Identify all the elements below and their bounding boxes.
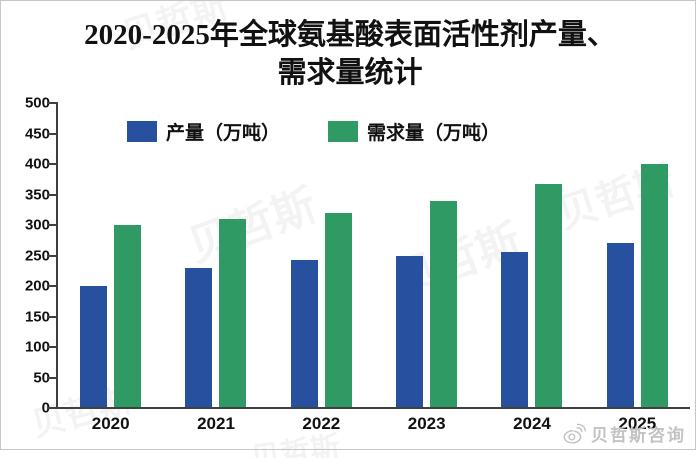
production-bar-2022 [290, 260, 318, 408]
y-tick-mark-350 [47, 193, 58, 196]
y-tick-mark-300 [47, 224, 58, 226]
demand-bar-2022 [324, 212, 352, 408]
legend-item-production: 产量（万吨） [127, 118, 280, 145]
y-tick-mark-150 [47, 315, 58, 318]
demand-bar-2020 [114, 225, 142, 408]
y-tick-label-300: 300 [24, 216, 50, 234]
y-tick-mark-500 [47, 102, 58, 104]
x-axis-label-2024: 2024 [513, 414, 551, 433]
production-bar-2021 [185, 267, 213, 408]
y-tick-label-50: 50 [33, 369, 50, 386]
bar-group-2020 [80, 103, 142, 408]
legend-label: 需求量（万吨） [367, 123, 501, 144]
production-bar-2025 [606, 243, 634, 408]
y-tick-label-500: 500 [24, 94, 50, 112]
demand-bar-2023 [430, 200, 458, 408]
chart-title-line2: 需求量统计 [277, 57, 423, 89]
bar-group-2021 [185, 103, 247, 408]
legend-swatch [127, 121, 157, 142]
y-tick-label-450: 450 [24, 125, 50, 142]
production-bar-2023 [396, 255, 424, 408]
y-tick-label-200: 200 [24, 277, 50, 295]
bar-group-2024 [501, 103, 563, 408]
x-axis-label-2020: 2020 [91, 414, 130, 433]
legend-label: 产量（万吨） [166, 123, 281, 144]
x-axis-label-2021: 2021 [197, 414, 235, 433]
y-tick-mark-100 [47, 346, 58, 348]
chart-title-line1: 2020-2025年全球氨基酸表面活性剂产量、 [84, 19, 616, 51]
y-tick-label-100: 100 [24, 338, 50, 356]
demand-bar-2025 [640, 164, 668, 408]
y-tick-mark-200 [47, 285, 58, 287]
x-axis-label-2023: 2023 [407, 414, 446, 433]
production-bar-2020 [80, 286, 108, 408]
footer-watermark: 贝哲斯咨询 [562, 421, 686, 446]
x-axis-labels: 2020 2021 2022 2023 2024 2025 [58, 414, 690, 434]
legend-swatch [328, 121, 359, 142]
y-tick-label-250: 250 [24, 247, 50, 264]
y-tick-mark-450 [47, 132, 58, 135]
y-tick-mark-50 [47, 376, 58, 379]
y-tick-label-150: 150 [24, 308, 50, 325]
y-tick-mark-0 [47, 407, 58, 409]
x-axis-label-2022: 2022 [302, 414, 341, 433]
demand-bar-2024 [535, 183, 563, 408]
y-tick-label-350: 350 [24, 186, 50, 203]
y-tick-label-0: 0 [41, 399, 50, 417]
y-axis-tick-labels: 0 50 100 150 200 250 300 350 400 450 500 [0, 95, 50, 417]
chart-legend: 产量（万吨） 需求量（万吨） [127, 118, 500, 145]
footer-watermark-text: 贝哲斯咨询 [591, 426, 686, 445]
bar-group-2023 [396, 103, 458, 408]
weibo-icon [562, 423, 586, 445]
bar-group-2022 [290, 103, 352, 408]
y-tick-label-400: 400 [24, 155, 50, 173]
plot-area [58, 103, 690, 408]
production-bar-2024 [501, 252, 529, 408]
x-axis-label-2025: 2025 [618, 414, 657, 433]
y-axis-tick-marks [47, 102, 58, 409]
chart-title: 2020-2025年全球氨基酸表面活性剂产量、 需求量统计 [0, 16, 700, 92]
legend-item-demand: 需求量（万吨） [328, 118, 500, 145]
demand-bar-2021 [219, 218, 247, 408]
x-axis-line [56, 407, 690, 409]
y-tick-mark-250 [47, 254, 58, 257]
y-tick-mark-400 [47, 163, 58, 165]
bar-group-2025 [606, 103, 668, 408]
